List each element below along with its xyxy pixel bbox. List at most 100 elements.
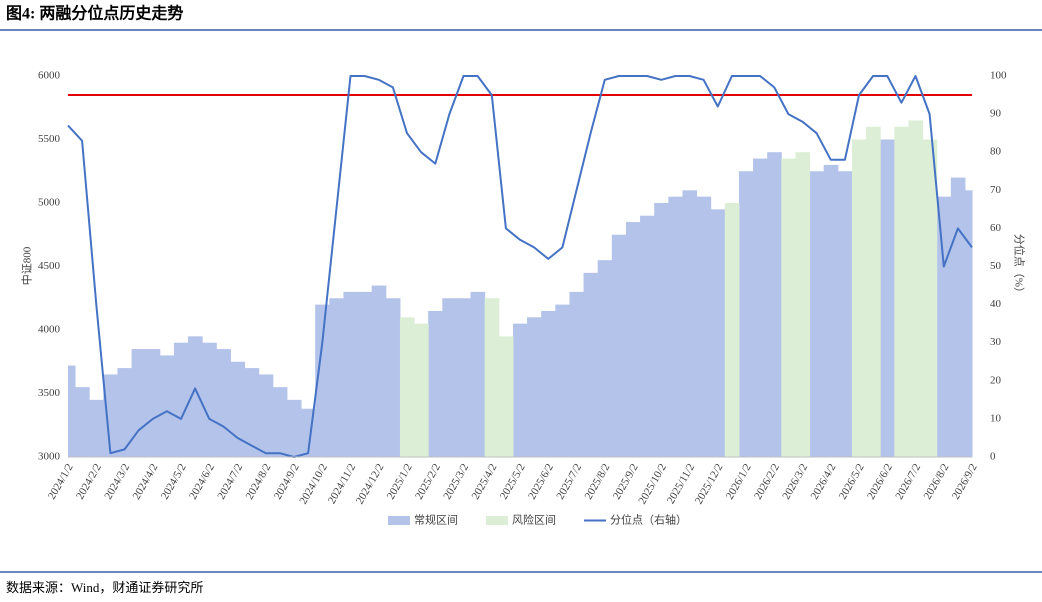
y2-tick-label: 40 [990, 298, 1002, 310]
area-bar [244, 368, 260, 457]
area-bar [569, 291, 585, 457]
x-tick-label: 2026/4/2 [809, 462, 839, 502]
area-bar [753, 158, 768, 458]
area-bar [668, 196, 683, 457]
y2-tick-label: 60 [990, 222, 1002, 234]
legend-swatch [486, 516, 508, 525]
area-bar [230, 361, 246, 457]
area-bar [795, 152, 811, 457]
x-tick-label: 2025/9/2 [611, 462, 641, 502]
x-tick-label: 2026/3/2 [780, 462, 810, 502]
y-axis-title: 中证800 [21, 246, 34, 285]
x-tick-label: 2024/4/2 [131, 462, 161, 502]
y-tick-label: 5000 [38, 197, 61, 209]
area-bar [964, 190, 973, 458]
area-bar [272, 387, 288, 457]
area-bar [950, 177, 966, 457]
y2-tick-label: 100 [990, 70, 1007, 82]
x-tick-label: 2025/7/2 [554, 462, 584, 502]
y2-tick-label: 0 [990, 451, 996, 463]
x-tick-label: 2025/2/2 [413, 462, 443, 502]
x-tick-label: 2026/1/2 [724, 462, 754, 502]
area-bar [258, 374, 274, 457]
y2-tick-label: 80 [990, 146, 1002, 158]
y2-axis-title: 分位点（%） [1012, 234, 1026, 298]
legend-label: 分位点（右轴） [610, 513, 687, 527]
x-tick-label: 2026/5/2 [837, 462, 867, 502]
area-bar [442, 298, 457, 457]
area-bar [880, 139, 895, 457]
x-tick-label: 2025/12/2 [693, 462, 726, 507]
source: 数据来源：Wind，财通证券研究所 [6, 580, 203, 595]
x-tick-label: 2026/8/2 [922, 462, 952, 502]
area-bar [555, 304, 570, 457]
y2-tick-label: 70 [990, 184, 1002, 196]
percentile-line [67, 75, 973, 458]
area-bar [371, 285, 387, 457]
area-bar [68, 365, 76, 457]
area-bar [625, 222, 641, 457]
y-tick-label: 4500 [38, 260, 61, 272]
x-tick-label: 2026/9/2 [950, 462, 980, 502]
area-bar [823, 164, 839, 457]
area-bar [498, 336, 514, 457]
area-bar [89, 399, 104, 457]
area-bar [286, 399, 302, 457]
area-bar [541, 310, 556, 457]
area-bar [583, 272, 599, 457]
legend-swatch [388, 516, 410, 525]
area-bar [611, 234, 627, 457]
x-tick-label: 2025/3/2 [441, 462, 471, 502]
x-tick-label: 2024/3/2 [102, 462, 132, 502]
x-tick-label: 2025/5/2 [498, 462, 528, 502]
area-bar [357, 291, 373, 457]
area-bar [837, 171, 853, 457]
legend-label: 风险区间 [512, 513, 556, 527]
area-bar [385, 298, 401, 457]
chart-title: 图4: 两融分位点历史走势 [6, 4, 183, 23]
area-bar [640, 215, 655, 457]
area-bar [399, 317, 415, 457]
area-bar [470, 291, 486, 457]
area-bar [216, 349, 231, 457]
area-bar [851, 139, 867, 457]
area-bar [315, 304, 330, 457]
area-bar [484, 298, 500, 457]
x-tick-label: 2024/8/2 [244, 462, 274, 502]
area-bar [131, 349, 147, 457]
x-tick-label: 2026/7/2 [893, 462, 923, 502]
area-bar [428, 310, 443, 457]
area-bar [654, 203, 669, 457]
area-bar [866, 126, 881, 458]
area-bar [173, 342, 189, 457]
y2-tick-label: 30 [990, 336, 1002, 348]
x-tick-label: 2025/1/2 [385, 462, 415, 502]
x-tick-label: 2024/6/2 [187, 462, 217, 502]
area-bar [696, 196, 712, 457]
y2-tick-label: 50 [990, 260, 1002, 272]
area-bar [894, 126, 909, 458]
y-tick-label: 5500 [38, 133, 61, 145]
x-tick-label: 2024/12/2 [354, 462, 387, 507]
area-bar [188, 336, 203, 457]
area-bar [597, 260, 613, 457]
area-bar [117, 368, 133, 457]
y2-tick-label: 90 [990, 108, 1002, 120]
legend-label: 常规区间 [414, 513, 458, 527]
area-bar [145, 349, 161, 457]
area-bar [414, 323, 429, 457]
area-bar [710, 209, 726, 457]
area-bar [767, 152, 782, 457]
x-tick-label: 2024/5/2 [159, 462, 189, 502]
area-bar [922, 139, 938, 457]
area-bar [103, 374, 118, 457]
area-bar [809, 171, 825, 457]
y-tick-label: 3500 [38, 387, 61, 399]
area-bar [682, 190, 698, 458]
x-tick-label: 2026/2/2 [752, 462, 782, 502]
y-tick-label: 4000 [38, 324, 61, 336]
area-bar [159, 355, 175, 457]
area-bar [75, 387, 90, 457]
area-bar [512, 323, 528, 457]
x-tick-label: 2025/6/2 [526, 462, 556, 502]
